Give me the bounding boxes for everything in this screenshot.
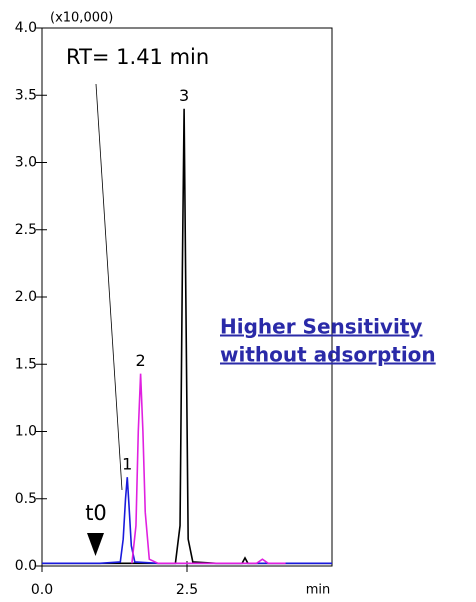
rt-leader	[95, 83, 123, 491]
chromatogram-trace	[131, 373, 286, 565]
x-axis-label: min	[306, 583, 331, 598]
y-tick-label: 1.5	[15, 356, 37, 372]
y-tick-label: 2.5	[15, 222, 37, 238]
note-line: without adsorption	[220, 343, 436, 367]
y-tick-label: 2.0	[15, 289, 37, 305]
chromatogram-trace	[42, 477, 332, 565]
t0-arrow	[87, 533, 104, 556]
peak-label: 2	[136, 351, 146, 370]
y-tick-label: 0.5	[15, 491, 37, 507]
peak-label: 3	[179, 86, 189, 105]
x-tick-label: 2.5	[176, 582, 198, 598]
rt-annotation: RT= 1.41 min	[66, 45, 209, 69]
t0-label: t0	[85, 501, 107, 525]
y-axis-label: (x10,000)	[50, 11, 113, 26]
note-line: Higher Sensitivity	[220, 315, 422, 339]
peak-label: 1	[122, 455, 132, 474]
y-tick-label: 3.5	[15, 87, 37, 103]
x-tick-label: 0.0	[31, 582, 53, 598]
y-tick-label: 3.0	[15, 155, 37, 171]
y-tick-label: 1.0	[15, 424, 37, 440]
y-tick-label: 4.0	[15, 20, 37, 36]
y-tick-label: 0.0	[15, 558, 37, 574]
